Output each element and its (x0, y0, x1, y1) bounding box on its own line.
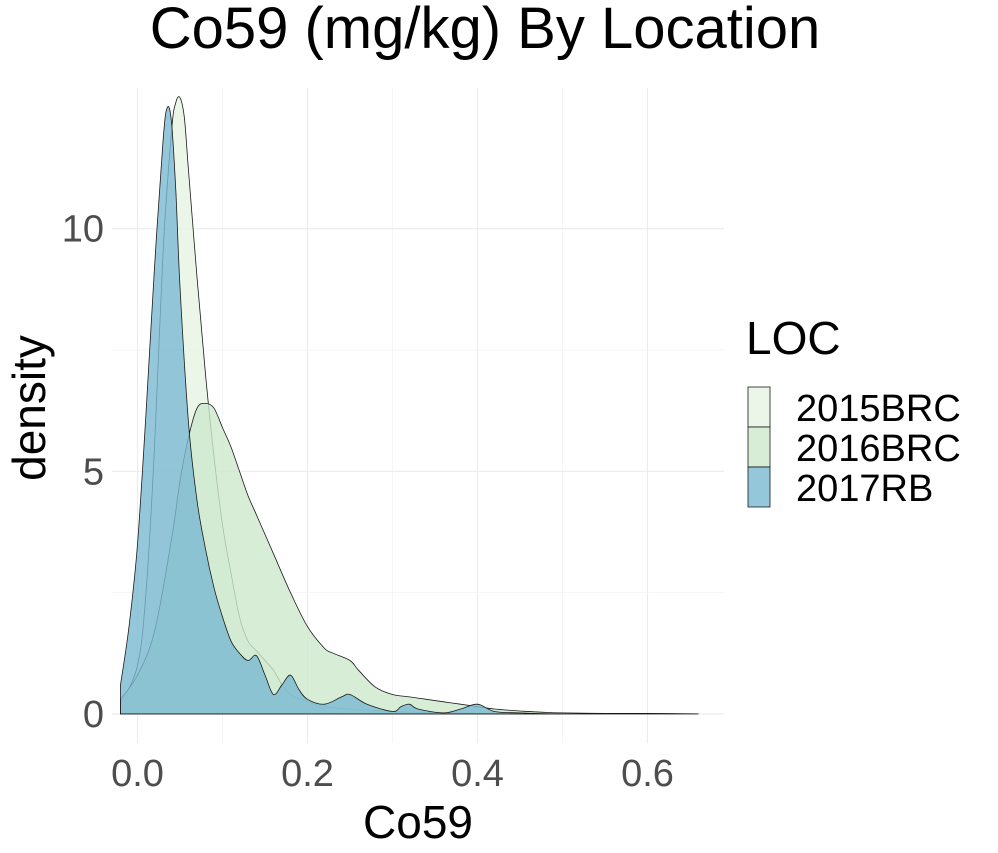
legend-label-2015brc: 2015BRC (796, 388, 961, 430)
x-tick-label: 0.4 (451, 753, 504, 795)
x-tick-label: 0.2 (281, 753, 334, 795)
legend-label-2016brc: 2016BRC (796, 428, 961, 470)
chart-title: Co59 (mg/kg) By Location (150, 0, 821, 61)
density-area-2017rb (120, 105, 699, 715)
legend-key-2017rb (747, 466, 771, 508)
y-axis-ticks: 0 5 10 (62, 209, 104, 736)
y-tick-label: 0 (83, 694, 104, 736)
y-tick-label: 10 (62, 209, 104, 251)
x-axis-title: Co59 (363, 796, 473, 848)
legend-key-2016brc (747, 426, 771, 468)
density-areas (120, 96, 699, 715)
plot-grid (112, 88, 724, 743)
x-tick-label: 0.0 (111, 753, 164, 795)
x-axis-ticks: 0.0 0.2 0.4 0.6 (111, 753, 674, 795)
legend-key-2015brc (747, 386, 771, 428)
legend-title: LOC (746, 312, 841, 364)
x-tick-label: 0.6 (621, 753, 674, 795)
density-area-2016brc (120, 402, 699, 715)
y-tick-label: 5 (83, 451, 104, 493)
y-axis-title: density (3, 335, 55, 481)
legend-label-2017rb: 2017RB (796, 468, 933, 510)
